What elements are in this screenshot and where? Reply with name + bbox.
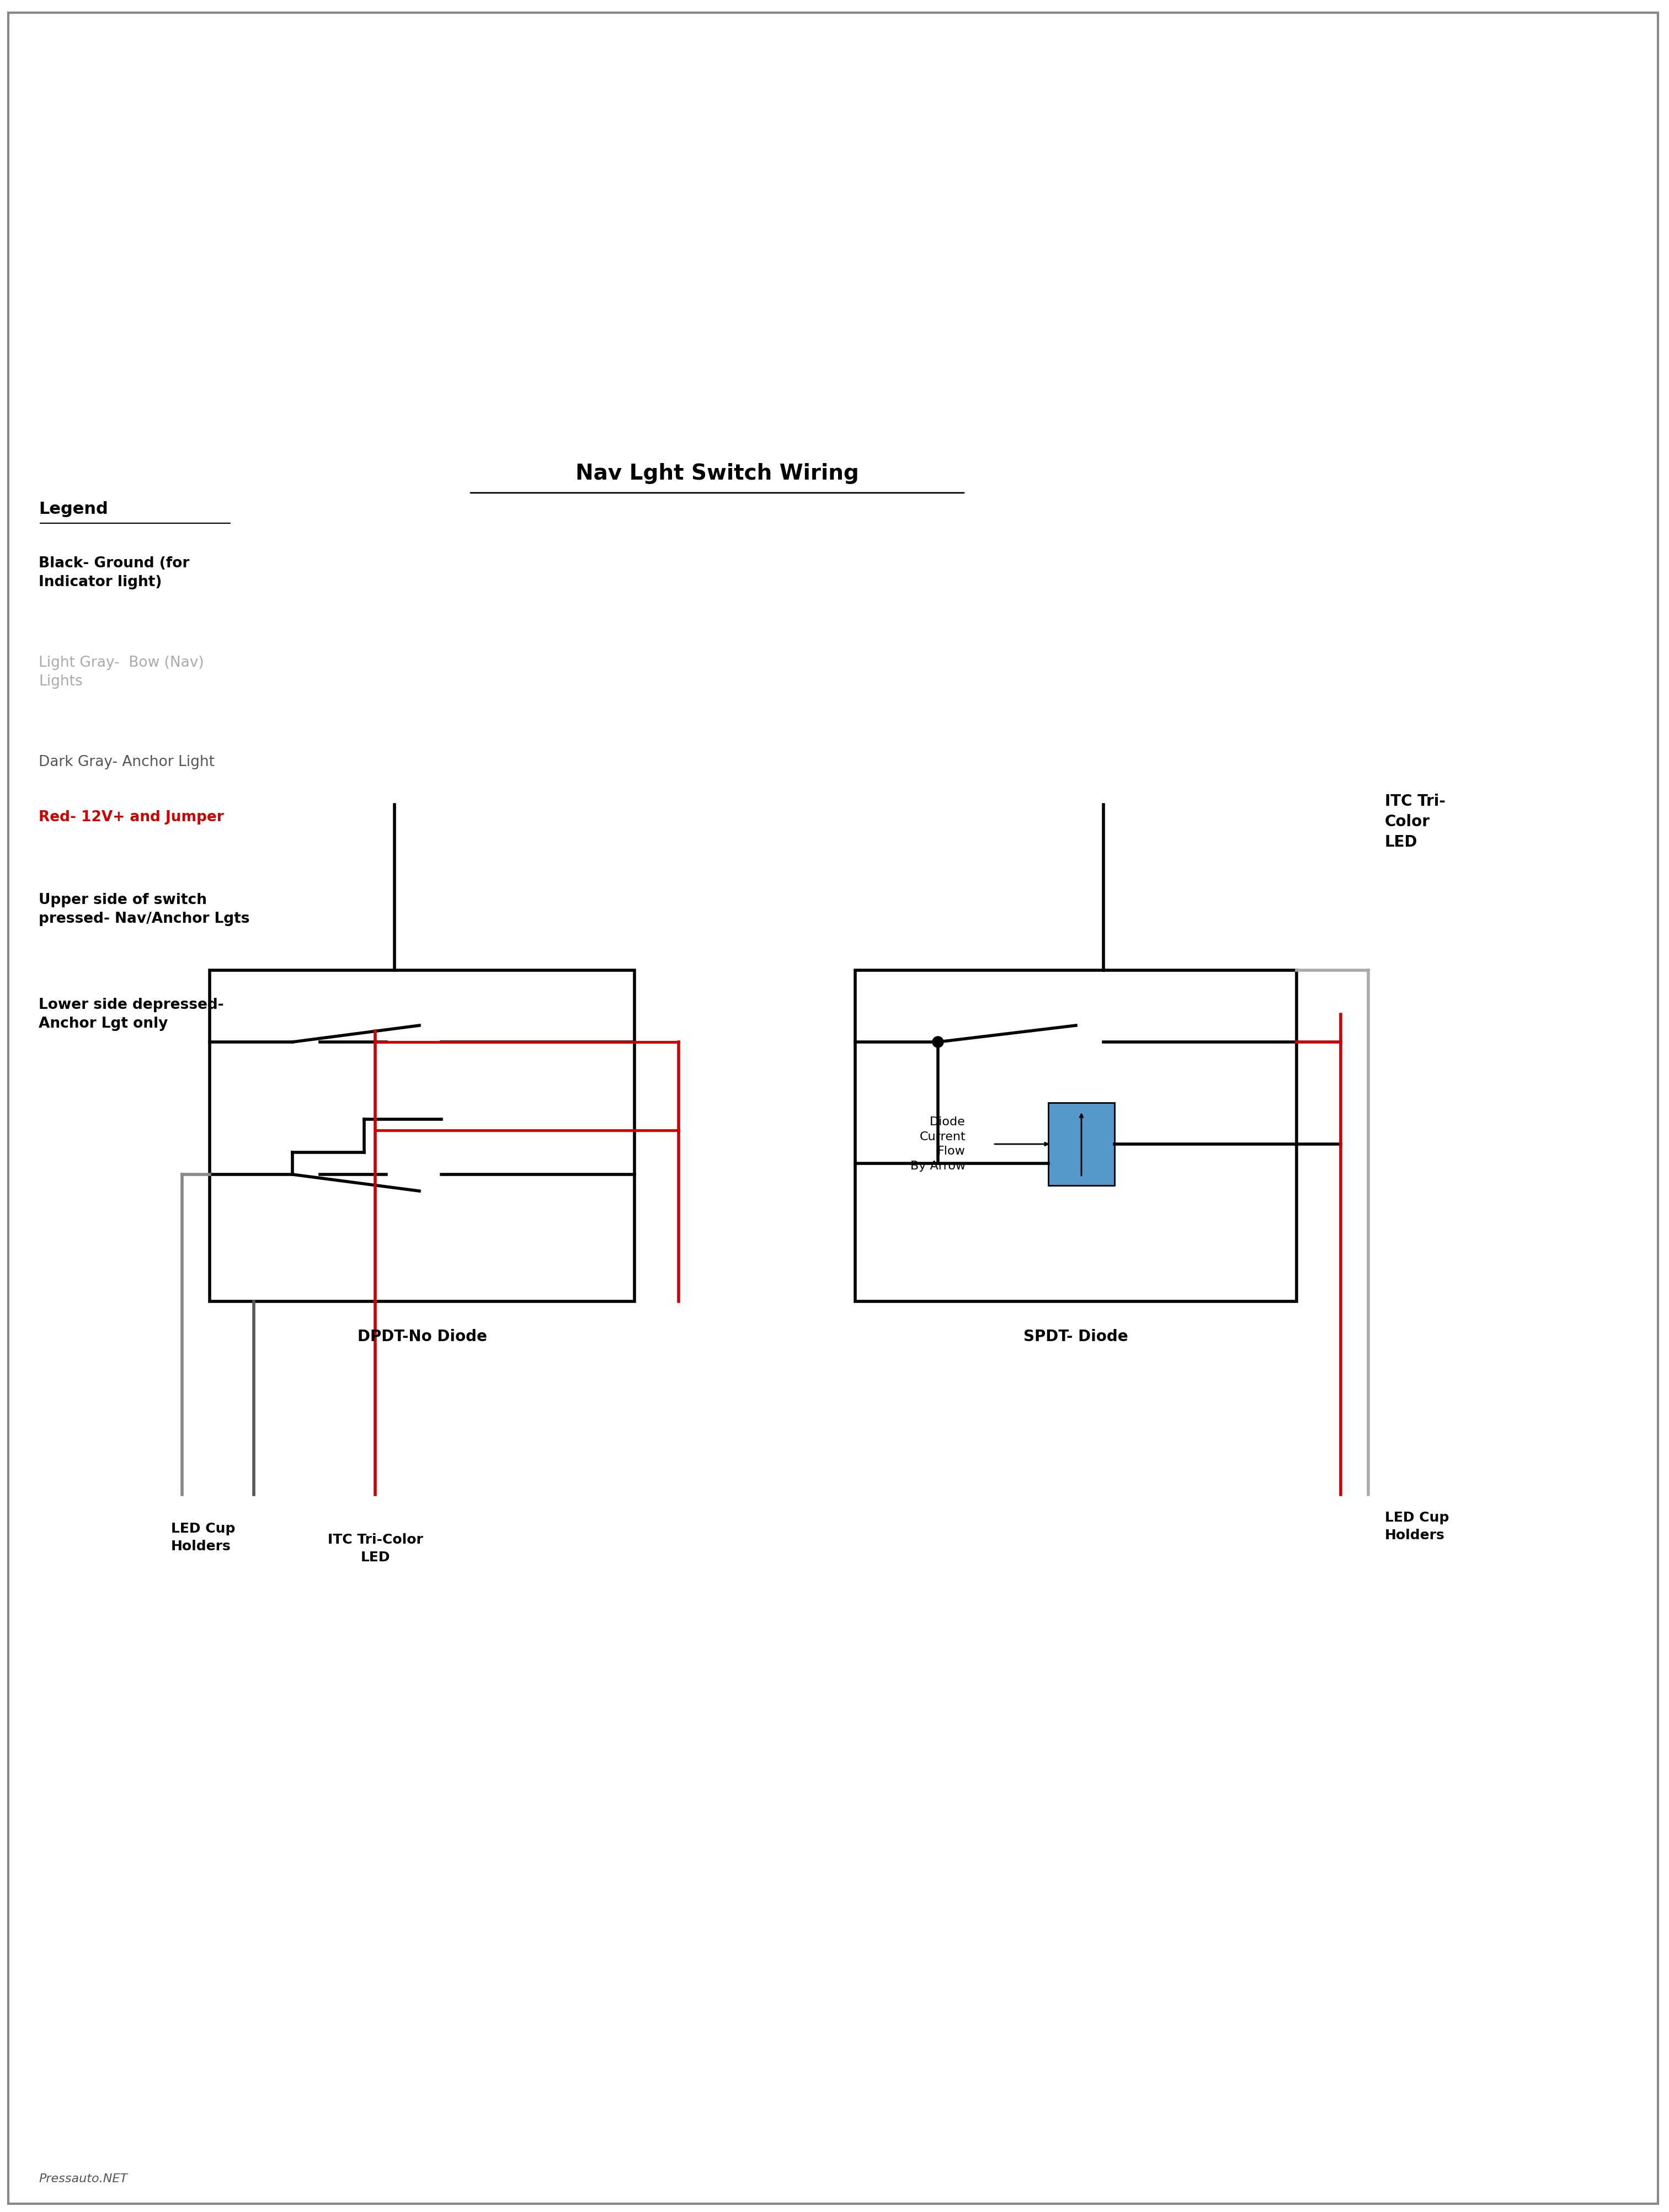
Text: ITC Tri-Color
LED: ITC Tri-Color LED bbox=[327, 1533, 422, 1564]
Text: Upper side of switch
pressed- Nav/Anchor Lgts: Upper side of switch pressed- Nav/Anchor… bbox=[38, 894, 250, 927]
Text: Pressauto.NET: Pressauto.NET bbox=[38, 2174, 127, 2185]
Bar bbox=[1048, 1104, 1115, 1186]
Text: LED Cup
Holders: LED Cup Holders bbox=[170, 1522, 235, 1553]
Circle shape bbox=[933, 1037, 943, 1048]
Text: Dark Gray- Anchor Light: Dark Gray- Anchor Light bbox=[38, 754, 215, 770]
Text: ITC Tri-
Color
LED: ITC Tri- Color LED bbox=[1385, 794, 1445, 849]
Text: SPDT- Diode: SPDT- Diode bbox=[1023, 1329, 1128, 1345]
Text: DPDT-No Diode: DPDT-No Diode bbox=[357, 1329, 487, 1345]
Text: Red- 12V+ and Jumper: Red- 12V+ and Jumper bbox=[38, 810, 224, 825]
Text: Legend: Legend bbox=[38, 502, 108, 518]
Text: Nav Lght Switch Wiring: Nav Lght Switch Wiring bbox=[576, 462, 860, 484]
Bar bbox=[210, 971, 634, 1301]
Text: LED Cup
Holders: LED Cup Holders bbox=[1385, 1511, 1449, 1542]
Text: Diode
Current
Flow
By Arrow: Diode Current Flow By Arrow bbox=[910, 1117, 966, 1172]
Text: Lower side depressed-
Anchor Lgt only: Lower side depressed- Anchor Lgt only bbox=[38, 998, 224, 1031]
Text: Light Gray-  Bow (Nav)
Lights: Light Gray- Bow (Nav) Lights bbox=[38, 655, 204, 688]
Bar bbox=[855, 971, 1297, 1301]
Text: Black- Ground (for
Indicator light): Black- Ground (for Indicator light) bbox=[38, 555, 190, 588]
